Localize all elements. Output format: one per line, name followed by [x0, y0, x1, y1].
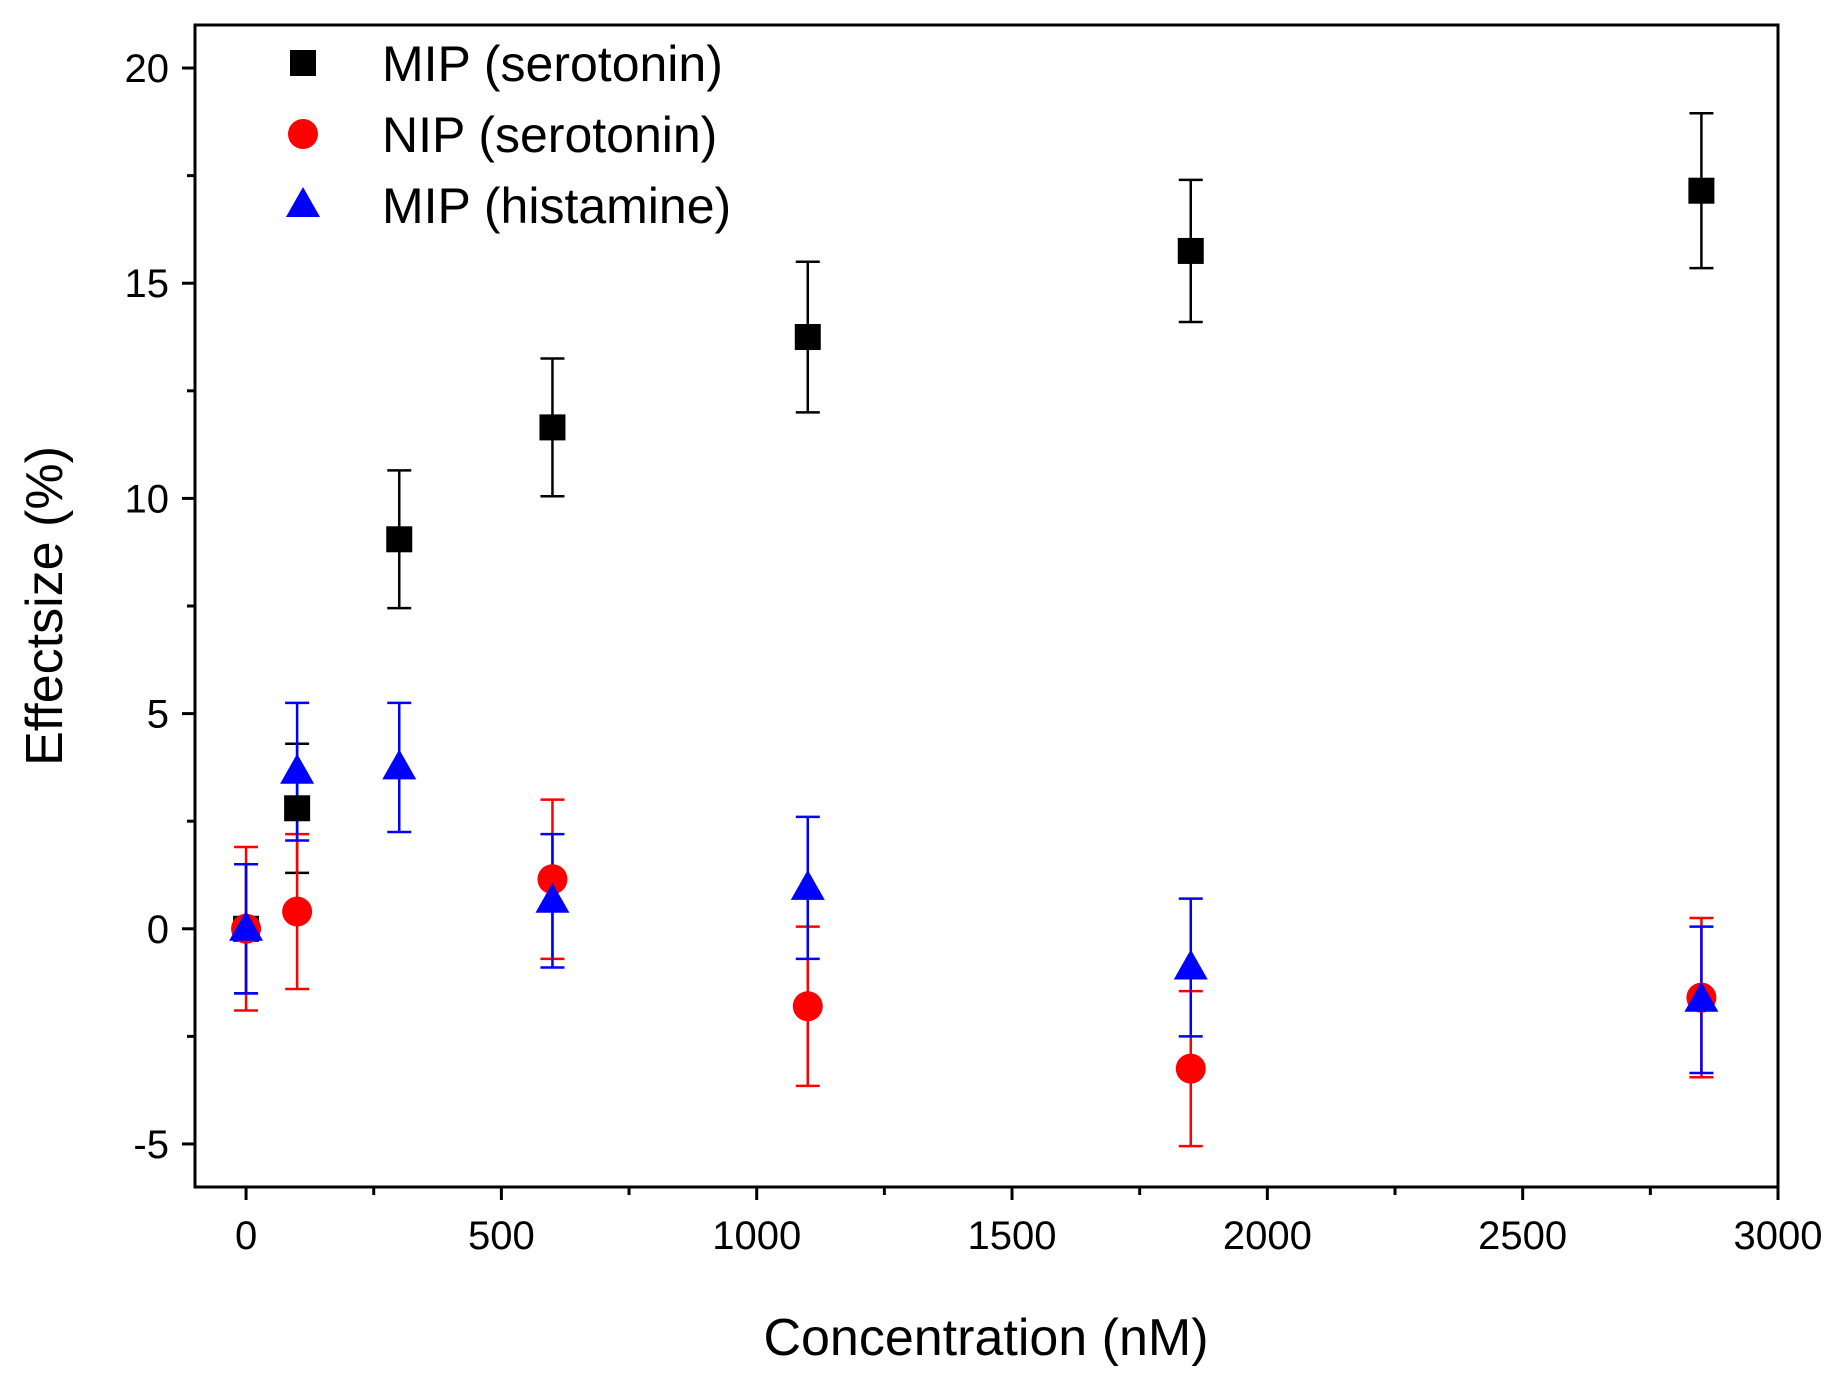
mip-histamine-point — [280, 753, 315, 784]
y-tick-label: 0 — [147, 908, 169, 952]
mip-serotonin-point — [794, 324, 821, 351]
y-tick-label: 10 — [125, 477, 170, 521]
x-axis-title: Concentration (nM) — [763, 1309, 1208, 1367]
nip-serotonin-point — [792, 991, 823, 1022]
legend-marker-square — [290, 50, 316, 76]
plot-data — [229, 111, 1719, 1148]
nip-serotonin-point — [537, 864, 568, 895]
nip-serotonin-point — [282, 896, 313, 927]
x-tick-label: 2500 — [1478, 1214, 1567, 1258]
mip-histamine-point — [1684, 981, 1719, 1012]
mip-serotonin-point — [386, 526, 413, 553]
mip-histamine-point — [790, 869, 825, 900]
plot-frame — [193, 23, 1780, 1189]
x-tick-label: 500 — [468, 1214, 535, 1258]
y-tick-label: 5 — [147, 693, 169, 737]
mip-serotonin-point — [1688, 177, 1715, 204]
legend-marker-circle — [288, 119, 318, 149]
x-tick-label: 2000 — [1223, 1214, 1312, 1258]
legend-label: NIP (serotonin) — [382, 107, 717, 163]
legend-label: MIP (serotonin) — [382, 36, 723, 92]
mip-histamine-point — [382, 749, 417, 780]
y-tick-label: -5 — [133, 1123, 169, 1167]
mip-serotonin-point — [539, 414, 566, 441]
mip-serotonin-point — [1177, 237, 1204, 264]
y-tick-label: 20 — [125, 47, 170, 91]
nip-serotonin-point — [1175, 1053, 1206, 1084]
legend-label: MIP (histamine) — [382, 178, 731, 234]
legend-marker-triangle — [286, 187, 320, 217]
mip-histamine-point — [535, 882, 570, 913]
x-tick-label: 0 — [235, 1214, 257, 1258]
legend: MIP (serotonin) NIP (serotonin) MIP (hista… — [286, 36, 731, 234]
mip-serotonin-point — [284, 795, 311, 822]
mip-histamine-point — [1173, 949, 1208, 980]
x-tick-label: 3000 — [1734, 1214, 1823, 1258]
axis-ticks: 0 500 1000 1500 2000 2500 3000 -5 0 5 10 15 20 — [125, 47, 1823, 1258]
y-axis-title: Effectsize (%) — [16, 446, 74, 766]
mip-histamine-point — [229, 910, 264, 941]
y-tick-label: 15 — [125, 262, 170, 306]
x-tick-label: 1500 — [968, 1214, 1057, 1258]
x-tick-label: 1000 — [712, 1214, 801, 1258]
